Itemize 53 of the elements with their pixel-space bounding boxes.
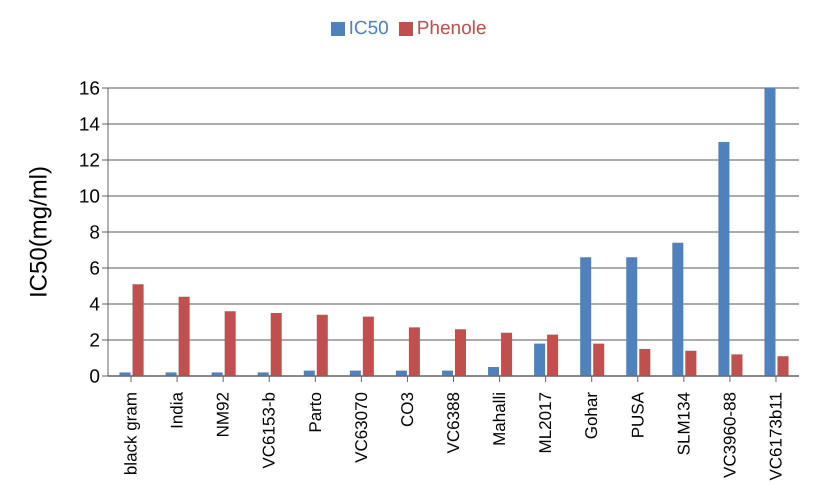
- bar: [534, 344, 546, 376]
- bar: [316, 314, 328, 376]
- bar: [718, 142, 730, 376]
- y-tick-label: 2: [89, 330, 100, 352]
- bar: [547, 334, 558, 376]
- x-tick-label: India: [168, 391, 187, 429]
- bar: [593, 344, 604, 376]
- y-tick-label: 6: [89, 258, 100, 280]
- bar: [454, 329, 466, 376]
- x-tick-label: CO3: [398, 392, 417, 427]
- bar: [626, 257, 638, 376]
- bar: [304, 370, 315, 376]
- bar: [580, 257, 592, 376]
- bar: [132, 284, 144, 376]
- bar: [685, 350, 696, 376]
- y-axis-title: IC50(mg/ml): [26, 166, 53, 298]
- x-tick-label: ML2017: [536, 392, 556, 454]
- bar: [764, 88, 776, 376]
- bar: [672, 242, 684, 376]
- x-tick-label: Gohar: [582, 392, 602, 440]
- x-tick-label: VC63070: [352, 392, 371, 463]
- y-tick-label: 14: [78, 114, 100, 136]
- bar: [488, 367, 500, 376]
- legend-label: IC50: [348, 18, 389, 39]
- bar: [501, 332, 512, 376]
- x-tick-label: SLM134: [674, 392, 694, 456]
- x-tick-label: Mahalli: [490, 392, 510, 446]
- x-tick-label: VC3960-88: [720, 392, 740, 478]
- x-tick-label: black gram: [122, 392, 141, 476]
- bar: [639, 349, 650, 376]
- bar: [224, 311, 236, 376]
- bar: [731, 354, 742, 376]
- bar: [408, 327, 420, 376]
- y-tick-label: 8: [89, 222, 100, 244]
- x-tick-label: NM92: [214, 392, 233, 438]
- bar: [350, 370, 361, 376]
- x-tick-label: VC6388: [444, 392, 463, 454]
- bar: [777, 356, 788, 376]
- y-tick-label: 4: [89, 294, 100, 316]
- bar: [270, 313, 282, 376]
- y-tick-label: 16: [78, 78, 100, 100]
- x-tick-label: VC6173b11: [766, 392, 786, 481]
- x-tick-label: PUSA: [628, 391, 648, 438]
- bar: [362, 316, 374, 376]
- legend-label: Phenole: [416, 18, 486, 39]
- x-tick-label: VC6153-b: [260, 392, 279, 469]
- x-tick-label: Parto: [306, 392, 325, 433]
- y-tick-label: 12: [78, 150, 100, 172]
- bar: [178, 296, 190, 376]
- bar: [396, 370, 407, 376]
- bar: [442, 370, 453, 376]
- y-tick-label: 10: [78, 186, 100, 208]
- y-tick-label: 0: [89, 366, 100, 388]
